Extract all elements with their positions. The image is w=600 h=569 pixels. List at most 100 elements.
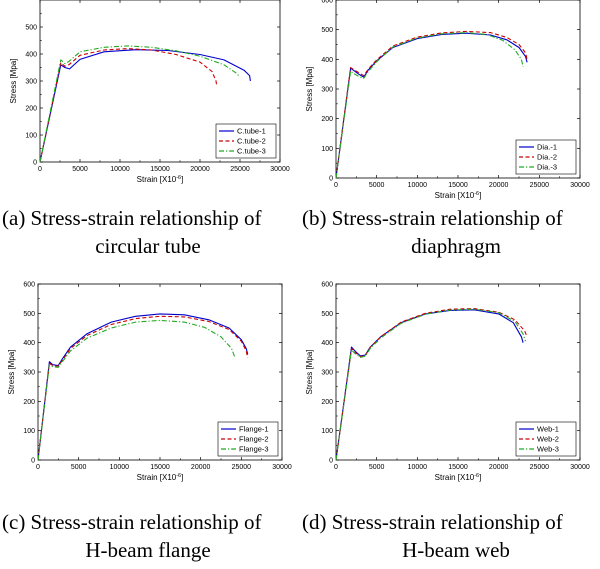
y-tick-label: 600	[321, 282, 333, 289]
x-axis-title-sup: -6	[474, 191, 479, 197]
x-tick-label: 0	[334, 182, 338, 189]
y-tick-label: 100	[25, 133, 37, 140]
y-tick-label: 500	[321, 311, 333, 318]
caption-b-line1: (b) Stress-strain relationship of	[302, 206, 563, 230]
legend-label: Web-2	[537, 435, 559, 444]
x-axis-title-end: ]	[479, 473, 481, 482]
y-axis-title: Stress [Mpa]	[305, 350, 314, 395]
y-tick-label: 600	[23, 282, 35, 289]
x-axis-title: Strain [X10-6]	[435, 191, 482, 200]
x-tick-label: 20000	[489, 182, 509, 189]
x-axis-title: Strain [X10-6]	[137, 175, 184, 184]
y-tick-label: 0	[329, 458, 333, 465]
chart-h-beam-web: 0 5000 10000 15000 20000 25000 30000 0 100 200 300…	[298, 278, 598, 496]
y-tick-label: 500	[23, 311, 35, 318]
y-tick-label: 400	[321, 340, 333, 347]
y-tick-label: 400	[23, 340, 35, 347]
series-line-3	[335, 308, 527, 461]
series-line-2	[39, 48, 218, 163]
y-tick-label: 100	[23, 428, 35, 435]
legend-label: Dia.-1	[537, 143, 557, 152]
caption-a-line1: (a) Stress-strain relationship of	[2, 206, 262, 230]
y-tick-label: 300	[321, 87, 333, 94]
x-axis-title-end: ]	[181, 473, 183, 482]
y-tick-label: 300	[25, 79, 37, 86]
y-tick-label: 400	[321, 57, 333, 64]
series-line-2	[335, 308, 528, 461]
y-tick-label: 0	[33, 160, 37, 167]
x-tick-label: 30000	[272, 464, 292, 471]
x-tick-label: 10000	[408, 464, 428, 471]
x-tick-label: 10000	[110, 166, 130, 173]
x-axis-title-sup: -6	[176, 473, 181, 479]
x-tick-label: 25000	[232, 464, 252, 471]
x-tick-label: 15000	[150, 166, 170, 173]
y-tick-label: 500	[25, 25, 37, 32]
y-tick-label: 200	[23, 399, 35, 406]
x-axis-title: Strain [X10-6]	[137, 473, 184, 482]
chart-svg: 0 5000 10000 15000 20000 25000 30000 0 100 200 300…	[9, 0, 290, 184]
x-tick-label: 10000	[408, 182, 428, 189]
caption-row-bottom: (c) Stress-strain relationship of (d) St…	[0, 508, 600, 564]
y-tick-label: 300	[321, 370, 333, 377]
chart-svg: 0 5000 10000 15000 20000 25000 30000 0 100 200 300…	[305, 0, 590, 200]
legend-label: Dia.-2	[537, 153, 557, 162]
series-line-3	[39, 45, 241, 163]
x-tick-label: 5000	[71, 464, 87, 471]
x-tick-label: 15000	[150, 464, 170, 471]
y-tick-label: 100	[321, 428, 333, 435]
y-tick-label: 0	[31, 458, 35, 465]
series-line-1	[37, 313, 249, 461]
chart-svg: 0 5000 10000 15000 20000 25000 30000 0 100 200 300…	[305, 282, 590, 483]
series-line-1	[335, 32, 528, 179]
legend-label: Flange-1	[239, 425, 269, 434]
y-tick-label: 200	[25, 106, 37, 113]
y-tick-label: 400	[25, 52, 37, 59]
x-tick-label: 10000	[110, 464, 130, 471]
x-tick-label: 25000	[530, 182, 550, 189]
legend-label: C.tube-1	[237, 127, 266, 136]
y-tick-label: 100	[321, 146, 333, 153]
y-axis-title: Stress [Mpa]	[305, 67, 314, 112]
x-axis-title-sup: -6	[474, 473, 479, 479]
x-tick-label: 0	[38, 166, 42, 173]
series-line-2	[335, 30, 528, 179]
caption-c-line2: H-beam flange	[85, 538, 211, 562]
x-tick-label: 20000	[489, 464, 509, 471]
series-line-1	[39, 49, 251, 163]
x-tick-label: 30000	[270, 166, 290, 173]
series-line-1	[335, 309, 524, 461]
series-line-3	[335, 32, 524, 179]
caption-row-top: (a) Stress-strain relationship of (b) St…	[0, 204, 600, 260]
legend-label: C.tube-3	[237, 147, 266, 156]
y-tick-label: 300	[23, 370, 35, 377]
legend-label: Web-3	[537, 445, 559, 454]
x-tick-label: 5000	[72, 166, 88, 173]
legend-label: Dia.-3	[537, 163, 557, 172]
x-axis-title-end: ]	[479, 191, 481, 200]
caption-a-line2: circular tube	[95, 234, 201, 258]
x-tick-label: 25000	[530, 464, 550, 471]
x-tick-label: 15000	[448, 464, 468, 471]
chart-diaphragm: 0 5000 10000 15000 20000 25000 30000 0 100 200 300…	[298, 0, 598, 206]
x-tick-label: 30000	[570, 182, 590, 189]
series-line-3	[37, 319, 236, 461]
y-axis-title: Stress [Mpa]	[7, 350, 16, 395]
chart-h-beam-flange: 0 5000 10000 15000 20000 25000 30000 0 100 200 300…	[0, 278, 300, 496]
y-tick-label: 600	[321, 0, 333, 5]
legend-label: C.tube-2	[237, 137, 266, 146]
x-tick-label: 5000	[369, 182, 385, 189]
caption-c-line1: (c) Stress-strain relationship of	[2, 510, 262, 534]
x-axis-title-end: ]	[181, 175, 183, 184]
x-tick-label: 30000	[570, 464, 590, 471]
caption-b-line2: diaphragm	[411, 234, 501, 258]
caption-d-line1: (d) Stress-strain relationship of	[302, 510, 563, 534]
x-tick-label: 0	[36, 464, 40, 471]
chart-svg: 0 5000 10000 15000 20000 25000 30000 0 100 200 300…	[7, 282, 292, 483]
x-tick-label: 25000	[230, 166, 250, 173]
x-axis-title: Strain [X10-6]	[435, 473, 482, 482]
x-tick-label: 15000	[448, 182, 468, 189]
x-tick-label: 0	[334, 464, 338, 471]
x-tick-label: 5000	[369, 464, 385, 471]
x-tick-label: 20000	[191, 464, 211, 471]
